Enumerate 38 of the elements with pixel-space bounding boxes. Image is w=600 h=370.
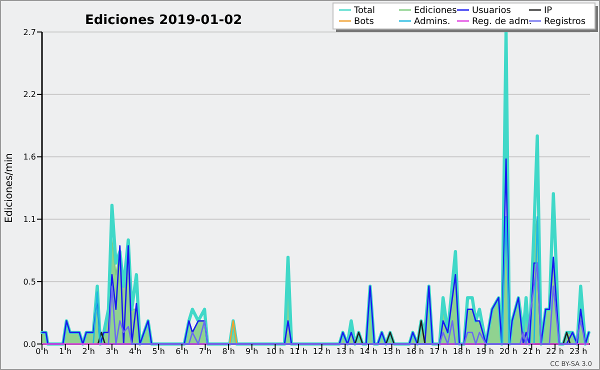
x-tick-label: 12 h [312,347,331,356]
x-tick-label: 15 h [382,347,401,356]
y-tick-label: 2.7 [23,28,36,37]
x-tick-label: 4 h [128,347,142,356]
x-tick-label: 19 h [476,347,494,356]
legend-label: Total [353,6,376,16]
x-tick-label: 2 h [82,347,95,356]
x-tick-label: 10 h [266,347,284,356]
legend-label: IP [544,6,553,16]
y-tick-label: 0.5 [23,277,36,286]
y-tick-label: 0.0 [23,340,36,349]
x-tick-label: 11 h [290,347,308,356]
y-axis-title: Ediciones/min [4,153,15,223]
x-tick-label: 3 h [106,347,118,356]
x-tick-label: 23 h [569,347,588,356]
x-tick-label: 0 h [36,347,48,356]
y-tick-label: 1.6 [23,152,36,162]
legend-label: Ediciones [414,6,458,16]
x-tick-label: 18 h [452,347,471,356]
x-tick-label: 16 h [406,347,424,356]
x-tick-label: 8 h [222,347,235,356]
x-tick-label: 7 h [198,347,212,356]
x-tick-label: 9 h [246,347,258,356]
x-tick-label: 6 h [176,347,188,356]
legend-label: Bots [354,17,374,27]
x-tick-label: 22 h [546,347,564,356]
x-tick-label: 21 h [522,347,541,356]
legend-label: Registros [544,17,586,27]
x-tick-label: 20 h [499,347,518,356]
chart-title: Ediciones 2019-01-02 [85,13,242,28]
legend-label: Usuarios [472,6,512,16]
x-tick-label: 5 h [152,347,165,356]
legend-label: Admins. [414,17,450,27]
y-tick-label: 1.1 [23,215,36,224]
x-tick-label: 1 h [58,347,72,356]
x-tick-label: 13 h [336,347,354,356]
y-tick-label: 2.2 [23,90,36,100]
legend-label: Reg. de adm. [472,17,532,27]
